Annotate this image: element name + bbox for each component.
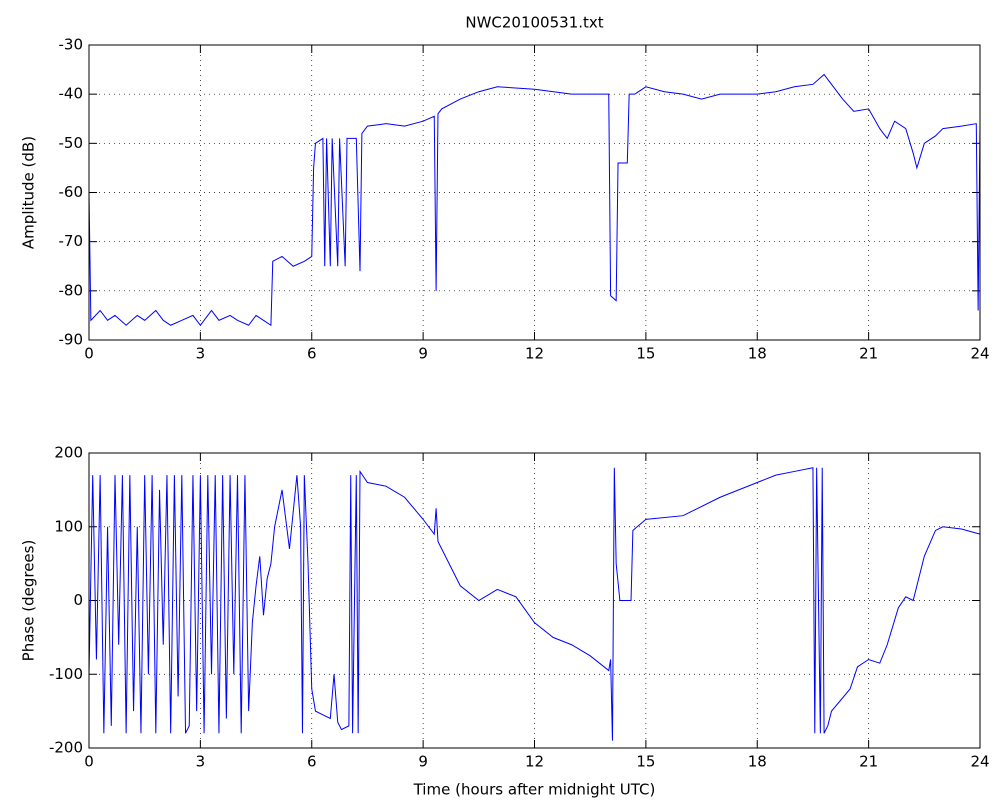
x-tick-label: 24 bbox=[970, 753, 989, 771]
x-tick-label: 9 bbox=[418, 345, 428, 363]
chart-title: NWC20100531.txt bbox=[465, 14, 603, 32]
plot-frame bbox=[88, 452, 981, 749]
y-tick-label: -100 bbox=[49, 665, 83, 683]
y-tick-label: -30 bbox=[59, 36, 84, 54]
x-tick-label: 0 bbox=[84, 753, 94, 771]
x-tick-label: 6 bbox=[307, 753, 317, 771]
x-tick-label: 6 bbox=[307, 345, 317, 363]
y-tick-label: -90 bbox=[59, 331, 84, 349]
y-tick-label: -50 bbox=[59, 134, 84, 152]
y-tick-label: -200 bbox=[49, 739, 83, 757]
x-tick-label: 15 bbox=[636, 345, 655, 363]
data-line bbox=[88, 73, 981, 327]
y-axis-label: Amplitude (dB) bbox=[20, 136, 38, 249]
x-tick-label: 0 bbox=[84, 345, 94, 363]
y-tick-label: -40 bbox=[59, 85, 84, 103]
x-tick-label: 21 bbox=[859, 753, 878, 771]
x-tick-label: 9 bbox=[418, 753, 428, 771]
x-tick-label: 12 bbox=[525, 345, 544, 363]
x-tick-label: 24 bbox=[970, 345, 989, 363]
y-tick-label: 100 bbox=[54, 517, 83, 535]
x-tick-label: 21 bbox=[859, 345, 878, 363]
x-tick-label: 15 bbox=[636, 753, 655, 771]
x-tick-label: 18 bbox=[748, 345, 767, 363]
x-tick-label: 3 bbox=[196, 753, 206, 771]
x-tick-label: 3 bbox=[196, 345, 206, 363]
x-tick-label: 12 bbox=[525, 753, 544, 771]
x-axis-label: Time (hours after midnight UTC) bbox=[413, 781, 656, 799]
plot-frame bbox=[88, 44, 981, 341]
data-line bbox=[88, 467, 981, 741]
y-tick-label: -60 bbox=[59, 183, 84, 201]
y-tick-label: -80 bbox=[59, 281, 84, 299]
y-tick-label: 200 bbox=[54, 444, 83, 462]
x-tick-label: 18 bbox=[748, 753, 767, 771]
y-axis-label: Phase (degrees) bbox=[20, 540, 38, 662]
y-tick-label: -70 bbox=[59, 232, 84, 250]
y-tick-label: 0 bbox=[73, 591, 83, 609]
